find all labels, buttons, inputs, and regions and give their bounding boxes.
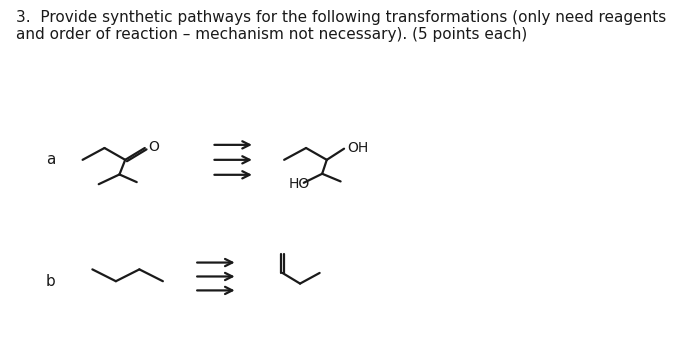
Text: HO: HO (289, 177, 310, 191)
Text: b: b (46, 274, 55, 289)
Text: O: O (148, 140, 159, 154)
Text: OH: OH (347, 141, 369, 155)
Text: a: a (46, 152, 55, 167)
Text: 3.  Provide synthetic pathways for the following transformations (only need reag: 3. Provide synthetic pathways for the fo… (16, 10, 666, 42)
